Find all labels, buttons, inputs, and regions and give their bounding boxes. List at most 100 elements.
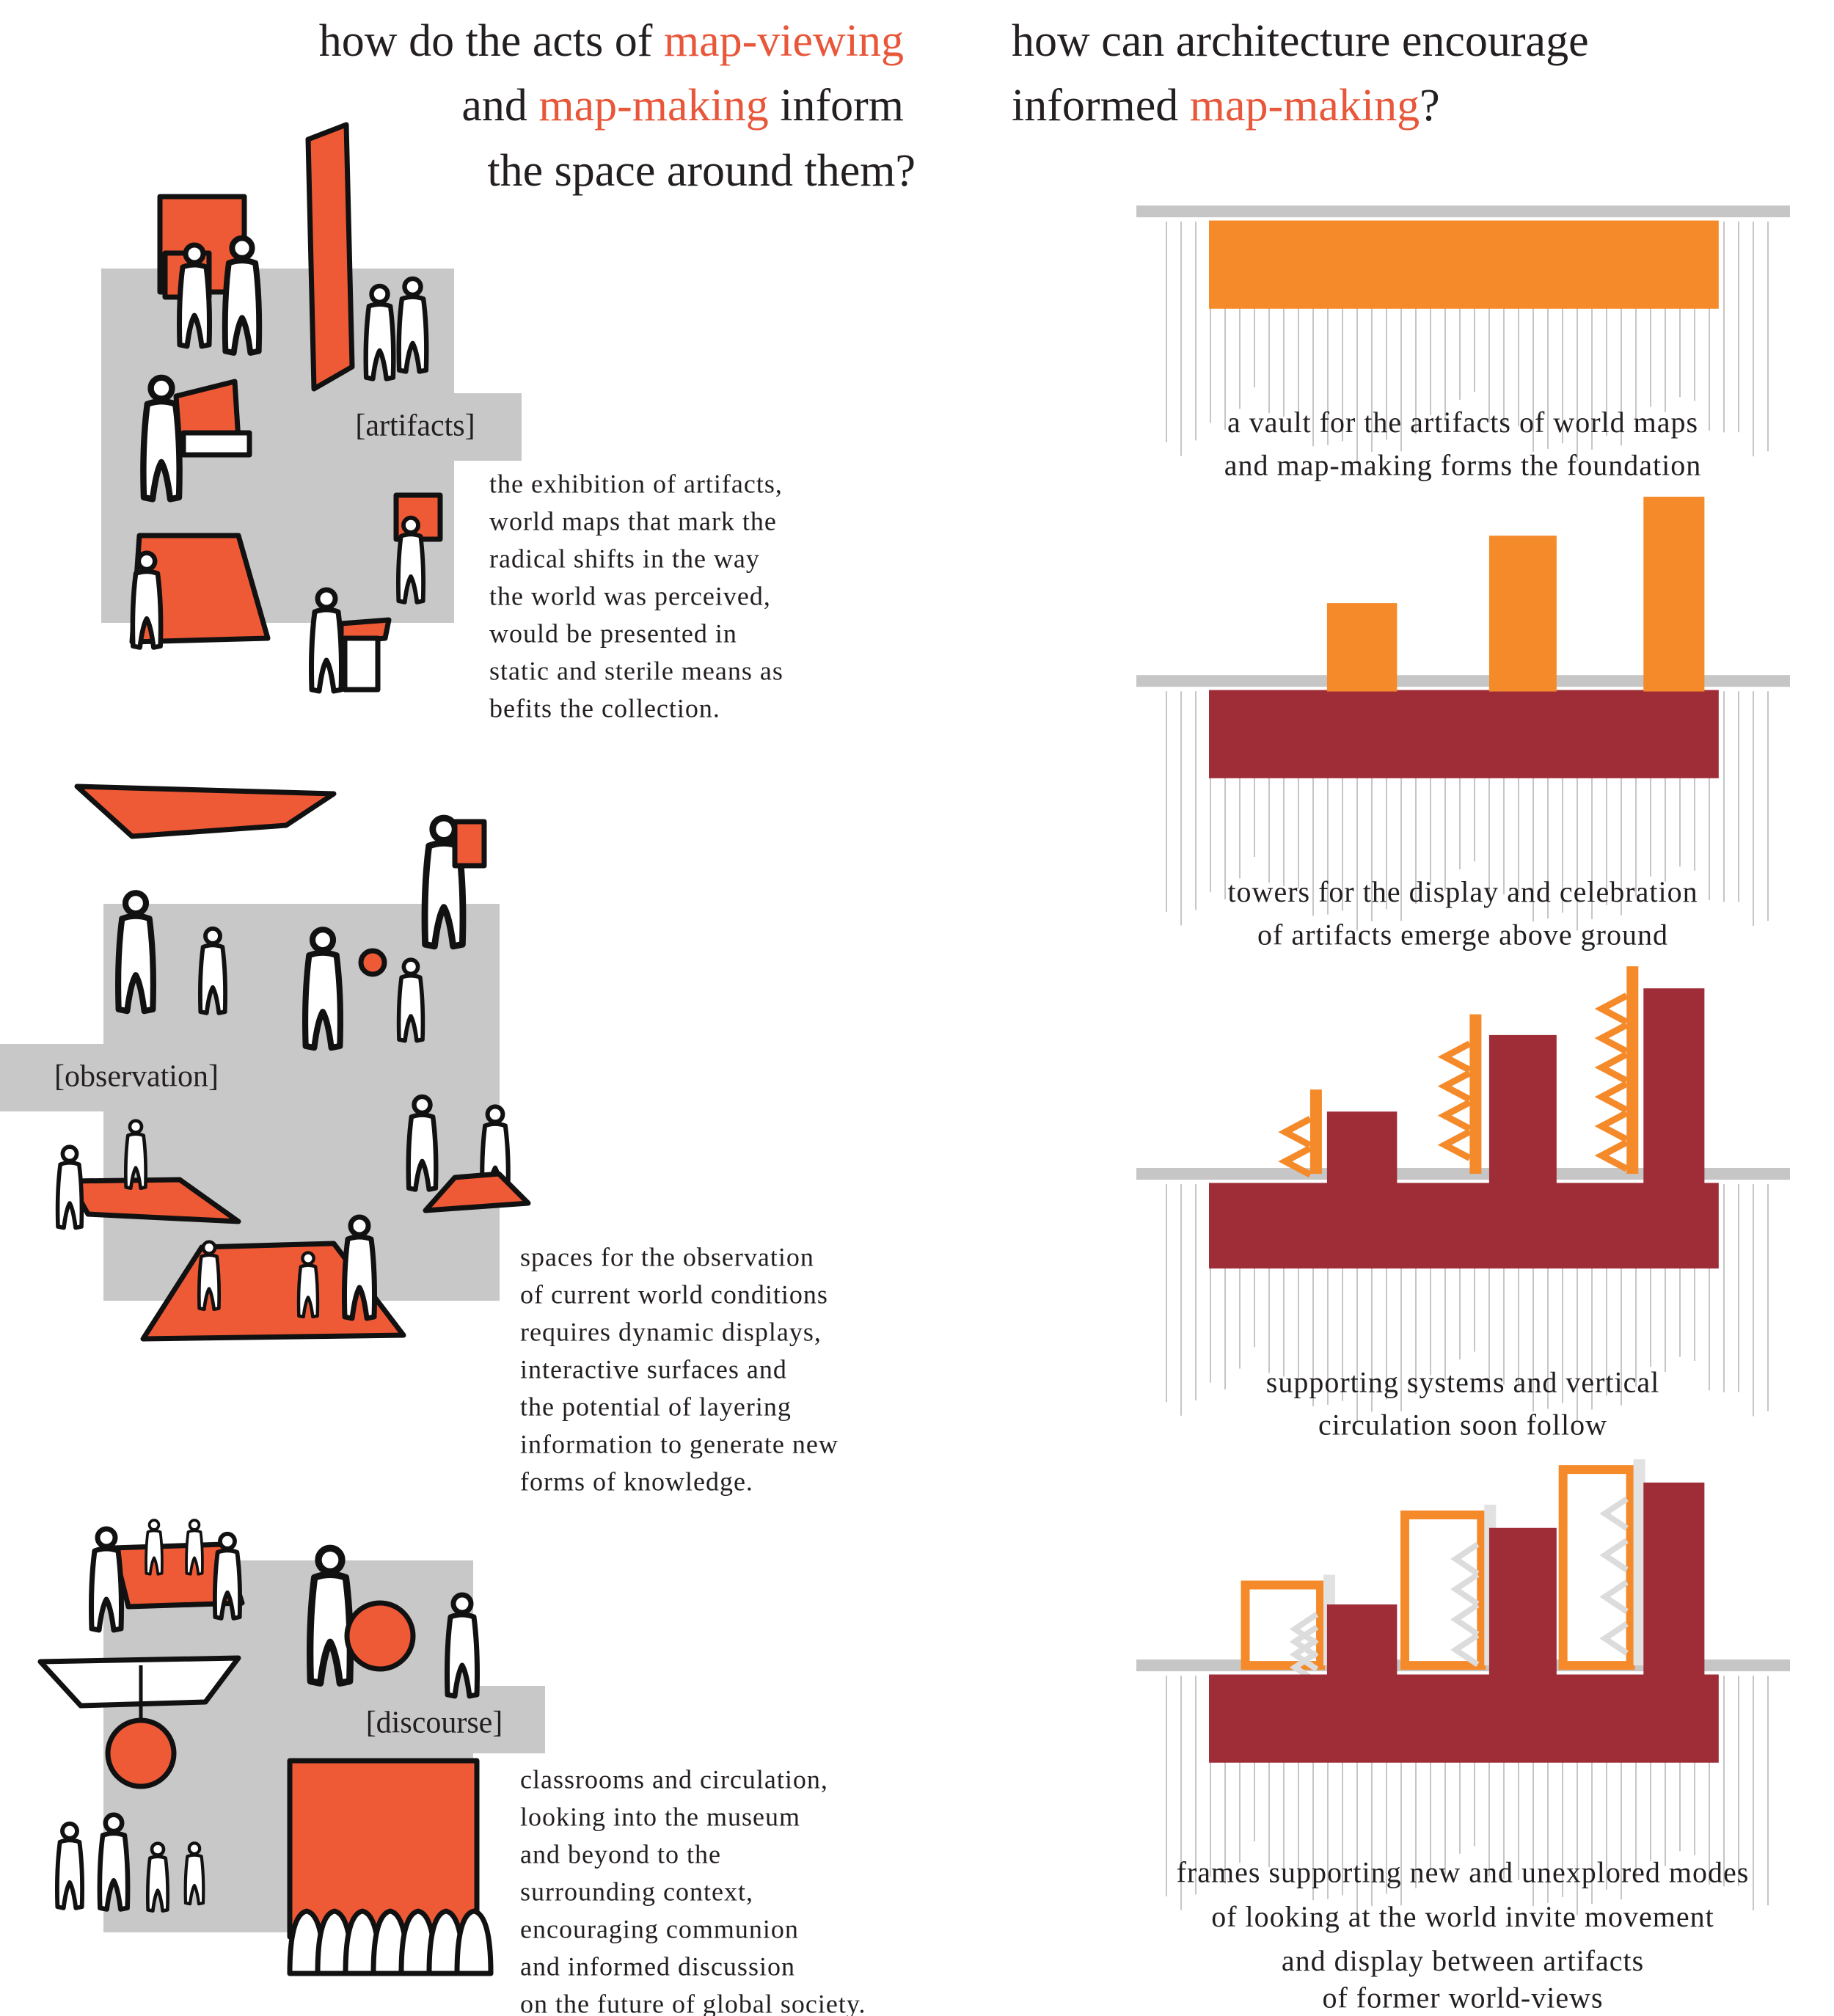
stage-diagrams: a vault for the artifacts of world maps a…: [1136, 205, 1790, 2014]
tower: [1488, 1527, 1557, 1676]
ghost-stair: [1289, 1612, 1319, 1646]
paragraph-line: spaces for the observation: [520, 1242, 814, 1271]
frame-shadow: [1633, 1459, 1645, 1666]
vault: [1209, 1674, 1719, 1763]
heading-text: how do the acts of: [319, 16, 653, 66]
paragraph-line: the exhibition of artifacts,: [489, 469, 783, 498]
heading-text: and: [461, 81, 527, 131]
paragraph-line: the potential of layering: [520, 1392, 792, 1421]
paragraph-line: information to generate new: [520, 1429, 839, 1458]
tower: [1643, 1482, 1705, 1676]
caption-line: and display between artifacts: [1282, 1944, 1644, 1977]
heading-accent: map-viewing: [664, 16, 904, 66]
tower: [1326, 1604, 1398, 1676]
sketch: [58, 784, 531, 1342]
ghost-stair: [1599, 1579, 1629, 1614]
label-tab: [324, 1686, 545, 1753]
section-label: [discourse]: [366, 1706, 503, 1740]
right-heading-line: how can architecture encourage: [1012, 16, 1589, 66]
caption-line: circulation soon follow: [1318, 1409, 1607, 1442]
stair: [1594, 993, 1629, 1026]
tower: [1326, 603, 1398, 692]
stair: [1594, 1022, 1629, 1055]
support: [1309, 1089, 1322, 1175]
paragraph: the exhibition of artifacts, world maps t…: [489, 469, 783, 723]
section-label: [artifacts]: [355, 409, 475, 443]
stair: [1437, 1070, 1472, 1103]
sketch: [129, 122, 443, 691]
left-heading-line: how do the acts of map-viewing: [319, 16, 904, 66]
support: [1469, 1014, 1482, 1175]
tower: [1488, 1034, 1557, 1185]
ghost-stair: [1289, 1637, 1319, 1672]
ghost-stair: [1450, 1541, 1480, 1577]
vault: [1209, 1183, 1719, 1269]
paragraph-line: interactive surfaces and: [520, 1354, 787, 1384]
ground-line: [1136, 205, 1790, 218]
paragraph-line: static and sterile means as: [489, 656, 783, 685]
stair: [1594, 1081, 1629, 1114]
vault: [1209, 690, 1719, 778]
paragraph-line: the world was perceived,: [489, 581, 771, 610]
caption-line: and map-making forms the foundation: [1224, 448, 1701, 481]
left-heading-line: the space around them?: [487, 146, 916, 196]
paragraph-line: and informed discussion: [520, 1951, 795, 1981]
heading-accent: map-making: [538, 81, 768, 131]
left-heading-line: and map-making inform: [461, 81, 904, 131]
ghost-stair: [1599, 1621, 1629, 1656]
frame: [1241, 1580, 1326, 1670]
heading-text: inform: [780, 81, 904, 131]
stair: [1594, 1110, 1629, 1143]
stair: [1437, 1040, 1472, 1073]
audience: [454, 1908, 494, 1976]
heading-text: ?: [1420, 81, 1440, 131]
right-heading-line: informed map-making?: [1012, 81, 1440, 131]
paragraph-line: forms of knowledge.: [520, 1467, 753, 1496]
paragraph-line: and beyond to the: [520, 1839, 721, 1869]
caption-line: supporting systems and vertical: [1266, 1365, 1659, 1398]
ghost-stair: [1450, 1571, 1480, 1607]
ghost-stair: [1599, 1538, 1629, 1573]
support: [1626, 966, 1639, 1175]
caption-line: a vault for the artifacts of world maps: [1227, 406, 1698, 439]
label-tab: [0, 1044, 246, 1111]
ghost-stair: [1450, 1602, 1480, 1637]
paragraph-line: of current world conditions: [520, 1279, 828, 1309]
stair: [1437, 1099, 1472, 1132]
sketch: [37, 1520, 494, 1976]
ground-line: [1136, 675, 1790, 687]
paragraph-line: world maps that mark the: [489, 506, 777, 536]
paragraph-line: would be presented in: [489, 618, 737, 648]
stair: [1594, 1051, 1629, 1084]
tower: [1488, 536, 1557, 692]
ghost-stair: [1599, 1496, 1629, 1531]
caption-line: of former world-views: [1322, 1981, 1603, 2014]
tower: [1643, 497, 1705, 692]
paragraph-line: radical shifts in the way: [489, 544, 760, 573]
stair: [1278, 1145, 1312, 1178]
stair: [1278, 1116, 1312, 1149]
ghost-stair: [1289, 1624, 1319, 1659]
paragraph: spaces for the observation of current wor…: [520, 1242, 839, 1496]
tower: [1643, 988, 1705, 1185]
caption-line: of artifacts emerge above ground: [1257, 918, 1668, 951]
paragraph-line: befits the collection.: [489, 693, 720, 723]
stair: [1437, 1128, 1472, 1161]
paragraph-line: requires dynamic displays,: [520, 1317, 822, 1346]
paragraph-line: on the future of global society.: [520, 1989, 866, 2016]
caption-line: frames supporting new and unexplored mod…: [1177, 1856, 1750, 1889]
heading-accent: map-making: [1190, 81, 1420, 131]
stair: [1594, 1139, 1629, 1172]
vault: [1209, 220, 1719, 309]
caption-line: of looking at the world invite movement: [1211, 1900, 1714, 1933]
ghost-stair: [1450, 1632, 1480, 1668]
paragraph: classrooms and circulation, looking into …: [520, 1764, 866, 2016]
label-tab: [324, 393, 522, 461]
caption-line: towers for the display and celebration: [1227, 875, 1698, 908]
paragraph-line: classrooms and circulation,: [520, 1764, 828, 1794]
paragraph-line: encouraging communion: [520, 1914, 799, 1943]
section-label: [observation]: [54, 1060, 219, 1094]
heading-text: informed: [1012, 81, 1178, 131]
paragraph-line: surrounding context,: [520, 1877, 753, 1906]
